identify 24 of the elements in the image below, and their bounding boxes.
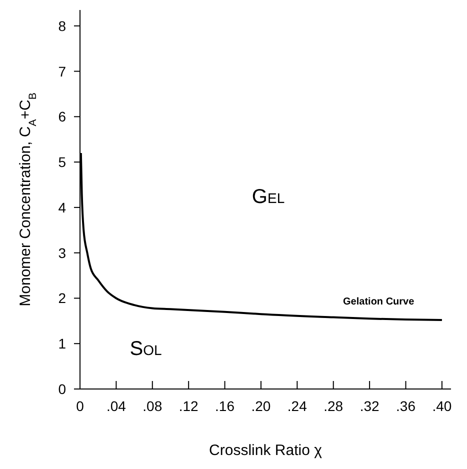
y-tick-label: 2 <box>58 290 66 306</box>
x-tick-label: .08 <box>142 398 162 414</box>
x-tick-label: .16 <box>215 398 235 414</box>
y-tick-label: 8 <box>58 18 66 34</box>
x-tick-label: 0 <box>76 398 84 414</box>
x-tick-label: .12 <box>178 398 199 414</box>
x-tick-label: .40 <box>432 398 452 414</box>
x-tick-label: .24 <box>287 398 308 414</box>
x-axis-title: Crosslink Ratio χ <box>209 442 322 459</box>
y-tick-label: 6 <box>58 108 66 125</box>
y-tick-label: 5 <box>58 154 66 170</box>
y-tick-label: 4 <box>58 199 66 216</box>
annotation: Gel <box>252 186 285 208</box>
y-tick-label: 0 <box>58 381 66 397</box>
annotation: Sol <box>130 338 162 360</box>
x-tick-label: .04 <box>106 398 126 414</box>
y-tick-label: 7 <box>58 63 66 80</box>
x-tick-label: .28 <box>324 398 344 414</box>
y-tick-label: 3 <box>58 244 66 261</box>
annotation: Gelation Curve <box>343 296 415 308</box>
x-tick-label: .36 <box>396 398 416 414</box>
x-tick-label: .20 <box>251 398 271 414</box>
x-tick-label: .32 <box>360 398 380 414</box>
y-tick-label: 1 <box>58 336 66 352</box>
